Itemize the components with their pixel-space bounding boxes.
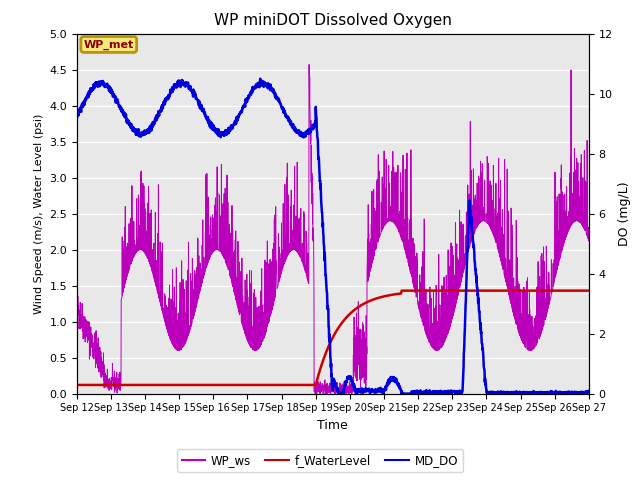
Y-axis label: Wind Speed (m/s), Water Level (psi): Wind Speed (m/s), Water Level (psi) bbox=[34, 113, 44, 314]
Legend: WP_ws, f_WaterLevel, MD_DO: WP_ws, f_WaterLevel, MD_DO bbox=[177, 449, 463, 472]
Title: WP miniDOT Dissolved Oxygen: WP miniDOT Dissolved Oxygen bbox=[214, 13, 452, 28]
Text: WP_met: WP_met bbox=[84, 39, 134, 49]
Y-axis label: DO (mg/L): DO (mg/L) bbox=[618, 181, 631, 246]
X-axis label: Time: Time bbox=[317, 419, 348, 432]
